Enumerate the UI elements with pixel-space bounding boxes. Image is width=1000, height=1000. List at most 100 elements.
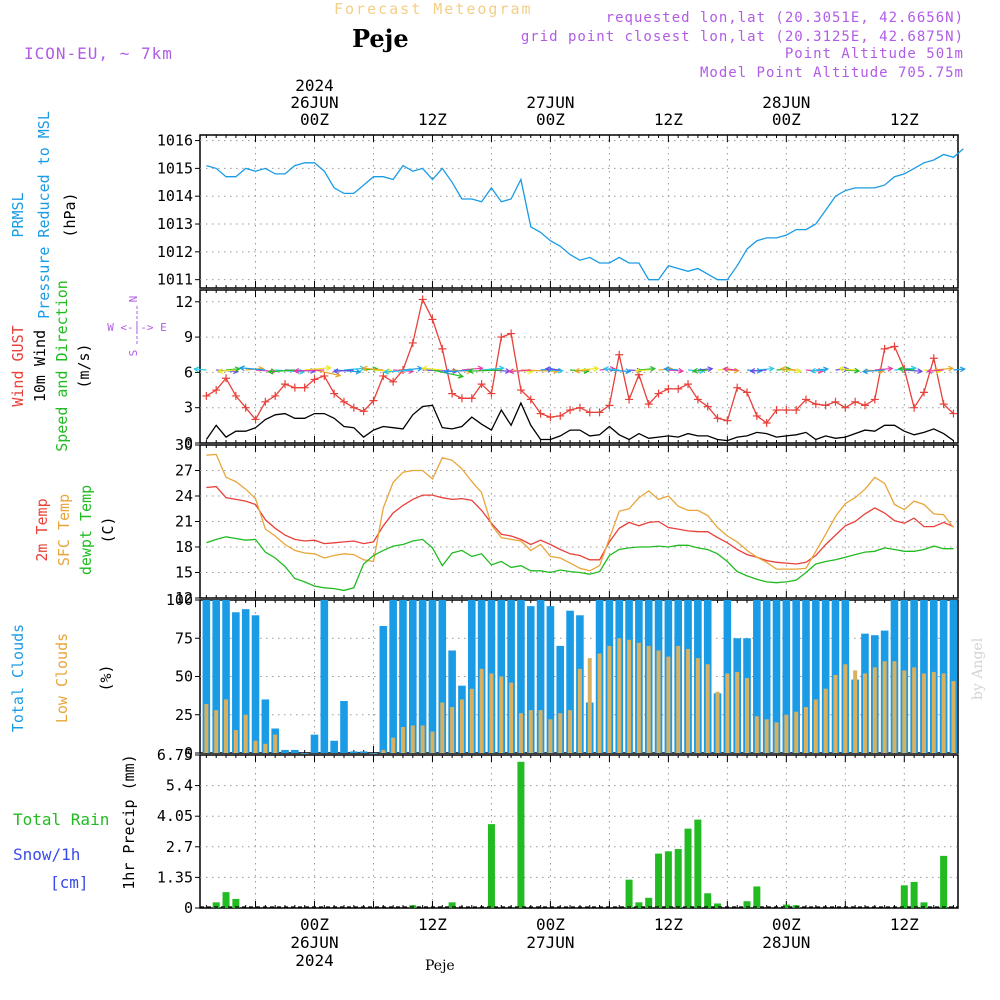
panel-frame-precip	[199, 754, 959, 909]
gust-point	[281, 380, 290, 389]
wind-arrow	[609, 369, 631, 373]
wind-arrow-head	[355, 368, 362, 375]
low-cloud-bar	[597, 653, 602, 753]
wind-arrow-head	[897, 366, 904, 372]
low-cloud-bar	[843, 664, 848, 753]
gust-point	[890, 342, 899, 351]
wind-arrow-head	[707, 366, 714, 372]
wind-arrow	[444, 369, 472, 373]
gust-point	[821, 401, 830, 410]
wind-arrow	[898, 368, 915, 371]
bottom-time-label: 12Z	[654, 915, 683, 934]
pressure-panel-label: PRMSL	[9, 192, 27, 237]
wind-arrow-head	[796, 367, 803, 374]
low-cloud-bar	[400, 726, 405, 753]
total-cloud-bar	[802, 600, 810, 753]
panel-frame-pressure	[199, 134, 959, 289]
wind-arrow	[638, 368, 655, 371]
wind-arrow-head	[557, 367, 564, 374]
low-cloud-bar	[823, 688, 828, 753]
total-cloud-bar	[340, 700, 348, 753]
gust-point	[546, 413, 555, 422]
wind-arrow	[863, 369, 885, 373]
y-tick-label-pressure: 1015	[157, 159, 193, 177]
wind-arrow-head	[926, 367, 933, 374]
point-altitude: Point Altitude 501m	[784, 46, 964, 62]
total-cloud-bar	[369, 753, 378, 754]
total-cloud-bar	[536, 600, 545, 753]
top-time-label: 00Z	[300, 110, 329, 129]
y-tick-label-pressure: 1016	[157, 132, 193, 150]
low-cloud-bar	[233, 730, 238, 753]
precip-bar	[940, 855, 948, 908]
precip-bar	[222, 892, 230, 908]
grid-coords: grid point closest lon,lat (20.3125E, 42…	[520, 29, 964, 45]
precip-bar	[694, 819, 702, 908]
low-cloud-bar	[941, 673, 946, 753]
gust-point	[615, 350, 624, 359]
wind-arrow	[550, 369, 563, 372]
wind-compass-s: S	[127, 350, 140, 357]
low-cloud-bar	[666, 656, 671, 753]
total-cloud-bar	[517, 600, 525, 753]
gust-point	[595, 408, 604, 417]
low-cloud-bar	[243, 714, 248, 753]
cloud-panel-label: (%)	[97, 664, 115, 691]
wind-arrow	[839, 368, 856, 371]
wind-arrow	[727, 369, 739, 372]
y-tick-label-temp: 27	[175, 462, 193, 480]
requested-coords: requested lon,lat (20.3051E, 42.6656N)	[605, 10, 964, 26]
total-cloud-bar	[310, 734, 319, 753]
wind-arrow-head	[467, 368, 474, 374]
low-cloud-bar	[518, 713, 523, 753]
wind-panel-label: 10m Wind	[31, 330, 49, 402]
wind-arrow	[668, 369, 683, 372]
low-cloud-bar	[686, 648, 691, 753]
product-title: Forecast Meteogram	[334, 0, 533, 18]
y-tick-label-temp: 18	[175, 538, 193, 556]
gust-point	[684, 380, 693, 389]
gust-point	[359, 407, 368, 416]
gust-point	[752, 411, 761, 420]
wind-arrow	[294, 369, 325, 372]
precip-bar	[920, 902, 928, 908]
wind-arrow-head	[593, 365, 600, 372]
wind-arrow-head	[216, 368, 224, 374]
total-cloud-bar	[418, 600, 427, 753]
top-time-label: 2024	[295, 76, 334, 95]
low-cloud-bar	[951, 681, 956, 753]
low-cloud-bar	[253, 740, 258, 753]
total-cloud-bar	[222, 600, 230, 753]
wind-arrow-head	[678, 367, 685, 374]
wind-arrow-head	[838, 366, 845, 372]
wind-arrow	[781, 368, 797, 371]
top-time-label: 00Z	[536, 110, 565, 129]
precip-bar	[487, 824, 495, 908]
series-line-temp	[206, 485, 954, 565]
y-tick-label-wind: 0	[184, 434, 193, 452]
wind-arrow	[604, 368, 620, 371]
wind-panel-label: Speed and Direction	[53, 280, 71, 452]
low-cloud-bar	[784, 714, 789, 753]
low-cloud-bar	[204, 704, 209, 753]
temp-panel-label: (C)	[99, 516, 117, 543]
wind-arrow	[314, 369, 341, 377]
wind-arrow	[845, 369, 860, 372]
gust-point	[575, 403, 584, 412]
gust-point	[379, 371, 388, 380]
wind-arrow-head	[722, 366, 729, 373]
wind-arrow-head	[457, 372, 465, 379]
total-cloud-bar	[359, 751, 368, 753]
wind-arrow	[402, 367, 423, 371]
wind-arrow-head	[421, 365, 428, 372]
gust-point	[212, 386, 221, 395]
bottom-time-label: 27JUN	[526, 933, 574, 952]
wind-arrow-head	[382, 368, 389, 375]
wind-arrow	[373, 369, 392, 372]
low-cloud-bar	[410, 725, 415, 753]
low-cloud-bar	[715, 691, 720, 753]
y-tick-label-pressure: 1011	[157, 271, 193, 289]
wind-arrow	[904, 369, 922, 372]
low-cloud-bar	[558, 713, 563, 753]
gust-point	[674, 384, 683, 393]
